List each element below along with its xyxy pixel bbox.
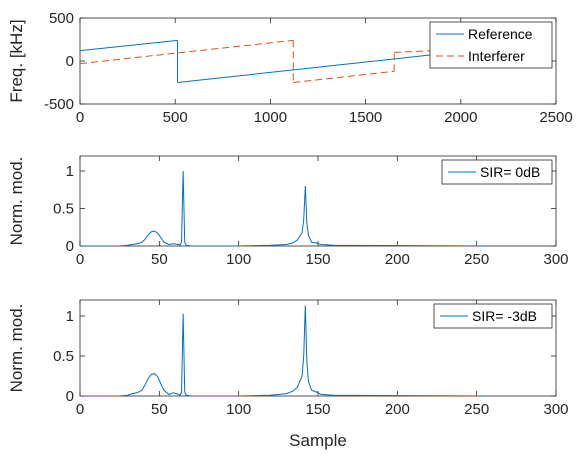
panel3-y-axis-label: Norm. mod. [7, 304, 26, 393]
panel2-y-axis-label: Norm. mod. [7, 157, 26, 246]
panel1-x-tick-label: 0 [76, 109, 84, 126]
shared-x-axis-label: Sample [289, 431, 347, 450]
panel1-x-tick-label: 2500 [539, 109, 572, 126]
panel1-legend-box [429, 21, 553, 69]
panel2-y-tick-label: 0.5 [53, 201, 74, 218]
panel3-y-tick-label: 0.5 [53, 348, 74, 365]
panel1-y-tick-label: 500 [49, 10, 74, 27]
panel3: 0 50 100 150 200 250 300 0 0.5 1 Norm. mod. SIR= -3… [7, 299, 569, 418]
panel2-x-tick-label: 50 [151, 251, 168, 268]
panel2-series-sir-0db [80, 170, 487, 246]
panel3-x-tick-label: 50 [151, 401, 168, 418]
panel3-y-tick-label: 0 [66, 388, 74, 405]
panel2-x-tick-label: 150 [305, 251, 330, 268]
panel1-legend-label: Interferer [468, 48, 525, 64]
panel2-y-tick-label: 0 [66, 238, 74, 255]
panel1-legend: Reference Interferer [429, 21, 553, 69]
panel3-x-tick-label: 100 [226, 401, 251, 418]
panel1-x-tick-label: 500 [163, 109, 188, 126]
panel1-series-reference-segment [80, 39, 178, 52]
panel3-x-tick-label: 250 [464, 401, 489, 418]
panel2-legend-label: SIR= 0dB [480, 164, 540, 180]
panel2: 0 50 100 150 200 250 300 0 0.5 1 Norm. mod. SIR= 0d… [7, 155, 569, 268]
panel1-y-axis-label: Freq. [kHz] [7, 19, 26, 102]
panel3-x-tick-label: 150 [305, 401, 330, 418]
panel3-y-tick-label: 1 [66, 308, 74, 325]
panel2-x-tick-label: 0 [76, 251, 84, 268]
panel2-x-tick-label: 300 [543, 251, 568, 268]
panel2-x-tick-label: 200 [385, 251, 410, 268]
panel1-y-tick-label: 0 [66, 53, 74, 70]
panel2-x-tick-label: 100 [226, 251, 251, 268]
panel1-legend-label: Reference [468, 26, 533, 42]
panel2-legend: SIR= 0dB [441, 159, 553, 185]
panel1-x-tick-label: 2000 [444, 109, 477, 126]
panel3-legend-label: SIR= -3dB [472, 308, 537, 324]
panel3-x-tick-label: 200 [385, 401, 410, 418]
panel3-x-tick-label: 300 [543, 401, 568, 418]
panel3-series-sir-3db [80, 305, 487, 396]
panel1-x-tick-label: 1000 [254, 109, 287, 126]
panel1-x-tick-label: 1500 [349, 109, 382, 126]
panel1-series-interferer-segment [293, 70, 395, 83]
panel2-x-tick-label: 250 [464, 251, 489, 268]
panel1-y-tick-label: -500 [44, 96, 74, 113]
panel3-legend: SIR= -3dB [433, 303, 553, 329]
panel1-series-interferer-segment [80, 39, 294, 65]
panel2-y-tick-label: 1 [66, 163, 74, 180]
panel3-x-tick-label: 0 [76, 401, 84, 418]
panel1-series-reference-segment [177, 50, 470, 83]
